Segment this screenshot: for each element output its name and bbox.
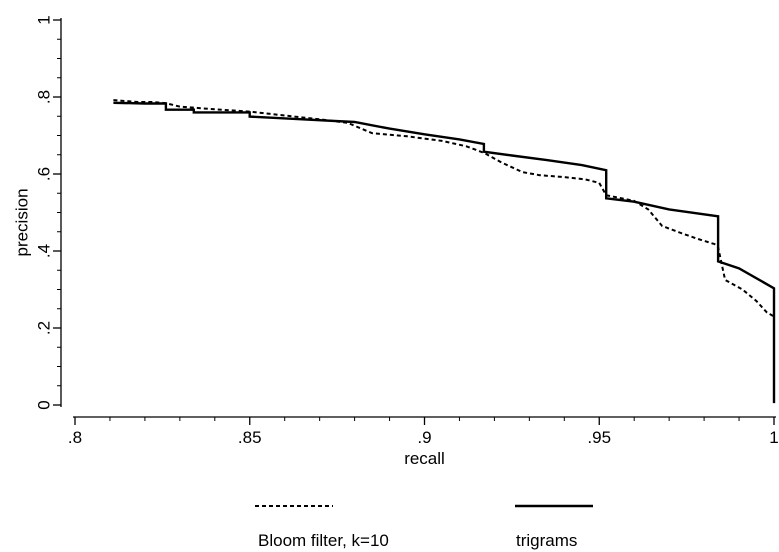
y-axis-title: precision [13,188,32,256]
legend-label-trigrams: trigrams [516,531,577,550]
y-tick-label: .6 [35,167,54,181]
axes: 0 .2 .4 .6 .8 1 precision .8 .85 .9 .95 1 recall [13,15,779,468]
series-line-trigrams [113,101,776,404]
y-tick-label: .8 [35,90,54,104]
series-line-bloom-filter [113,99,775,318]
legend-label-bloom-filter: Bloom filter, k=10 [258,531,389,550]
y-tick-label: 0 [35,400,54,409]
x-tick-label: .9 [417,428,431,447]
x-tick-label: 1 [769,428,778,447]
legend: Bloom filter, k=10 trigrams [255,504,593,550]
series-layer [113,99,776,404]
y-tick-label: 1 [35,15,54,24]
y-tick-label: .4 [35,244,54,258]
x-axis-title: recall [404,449,445,468]
y-tick-label: .2 [35,321,54,335]
x-tick-label: .8 [68,428,82,447]
x-tick-label: .85 [238,428,262,447]
x-tick-label: .95 [587,428,611,447]
